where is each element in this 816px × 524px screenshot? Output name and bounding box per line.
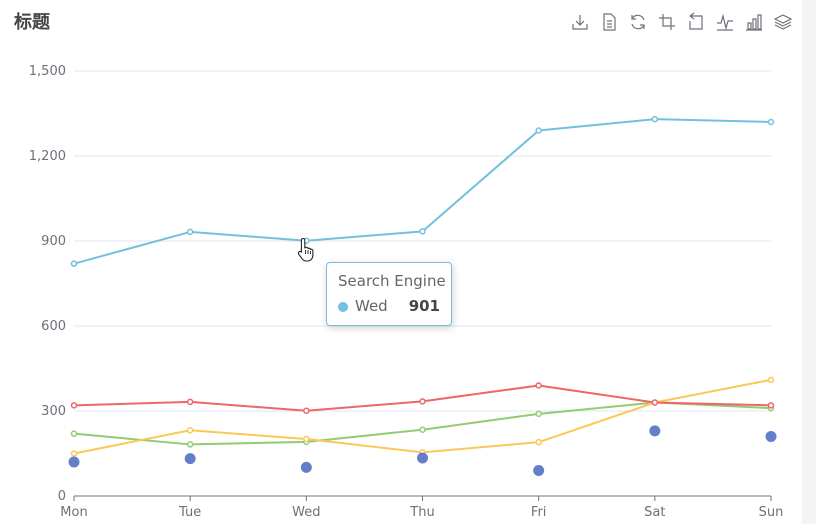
stack-icon[interactable] [773,12,793,32]
hand-cursor-icon [297,237,317,267]
data-zoom-back-icon[interactable] [686,12,706,32]
x-tick-label: Tue [178,505,201,520]
series-line [73,401,772,446]
line-chart-icon[interactable] [715,12,735,32]
y-tick-label: 600 [41,319,66,334]
scatter-point [533,465,545,476]
line-point [535,438,542,446]
scrollbar[interactable] [802,0,816,524]
line-point [70,402,78,409]
line-point [535,410,542,418]
line-point [186,228,194,236]
y-tick-label: 1,200 [29,149,66,164]
toolbox [570,12,793,32]
x-tick-label: Wed [292,505,320,520]
series-line [73,384,772,412]
tooltip-title: Search Engine [338,272,446,290]
line-point [186,427,194,434]
y-tick-label: 300 [41,404,66,419]
line-point [651,399,659,406]
line-point [70,430,78,437]
x-tick-label: Fri [531,505,547,520]
line-point [186,441,194,448]
axes: 0 300 600 900 1,200 1,500 Mon Tue Wed Thu Fri Sat Su… [29,64,784,520]
data-zoom-icon[interactable] [657,12,677,32]
line-point [419,398,426,405]
x-tick-label: Mon [60,505,87,520]
x-tick-label: Sat [644,505,665,520]
line-point [767,402,775,409]
line-point [419,426,426,433]
tooltip-marker [338,302,348,312]
y-tick-label: 900 [41,234,66,249]
tooltip: Search Engine Wed 901 [326,262,452,326]
scatter-point [68,456,80,468]
line-point [419,228,426,235]
data-view-icon[interactable] [599,12,619,32]
line-point [767,118,775,126]
y-tick-label: 1,500 [29,64,66,79]
line-point [303,407,310,414]
tooltip-value: 901 [408,297,440,315]
scatter-point [417,452,428,464]
scatter-point [300,461,312,473]
scatter-point [184,453,196,465]
line-point [70,450,78,457]
x-tick-label: Thu [409,505,434,520]
series-line [73,118,772,265]
y-tick-label: 0 [58,489,66,504]
bar-chart-icon[interactable] [744,12,764,32]
line-point [535,382,542,389]
scatter-point [649,425,661,437]
save-as-image-icon[interactable] [570,12,590,32]
line-point [651,115,659,123]
line-point [767,376,775,384]
restore-icon[interactable] [628,12,648,32]
line-point [186,398,194,406]
scatter-point [765,431,777,442]
tooltip-name: Wed [355,297,388,315]
line-point [70,260,78,267]
grid-lines [74,70,771,412]
series [68,115,777,476]
line-point [303,435,310,443]
line-point [535,127,542,134]
chart-title: 标题 [14,12,50,33]
x-tick-label: Sun [759,505,784,520]
